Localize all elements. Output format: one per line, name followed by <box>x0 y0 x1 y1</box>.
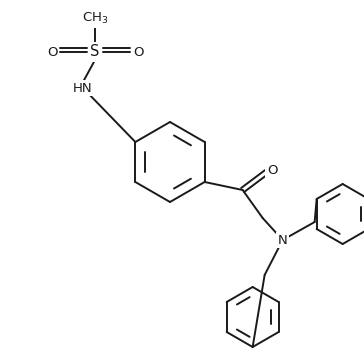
Text: N: N <box>278 234 288 246</box>
Text: O: O <box>47 46 57 58</box>
Text: S: S <box>90 45 100 60</box>
Text: O: O <box>268 164 278 176</box>
Text: HN: HN <box>73 81 93 95</box>
Text: CH$_3$: CH$_3$ <box>82 10 108 25</box>
Text: O: O <box>133 46 143 58</box>
